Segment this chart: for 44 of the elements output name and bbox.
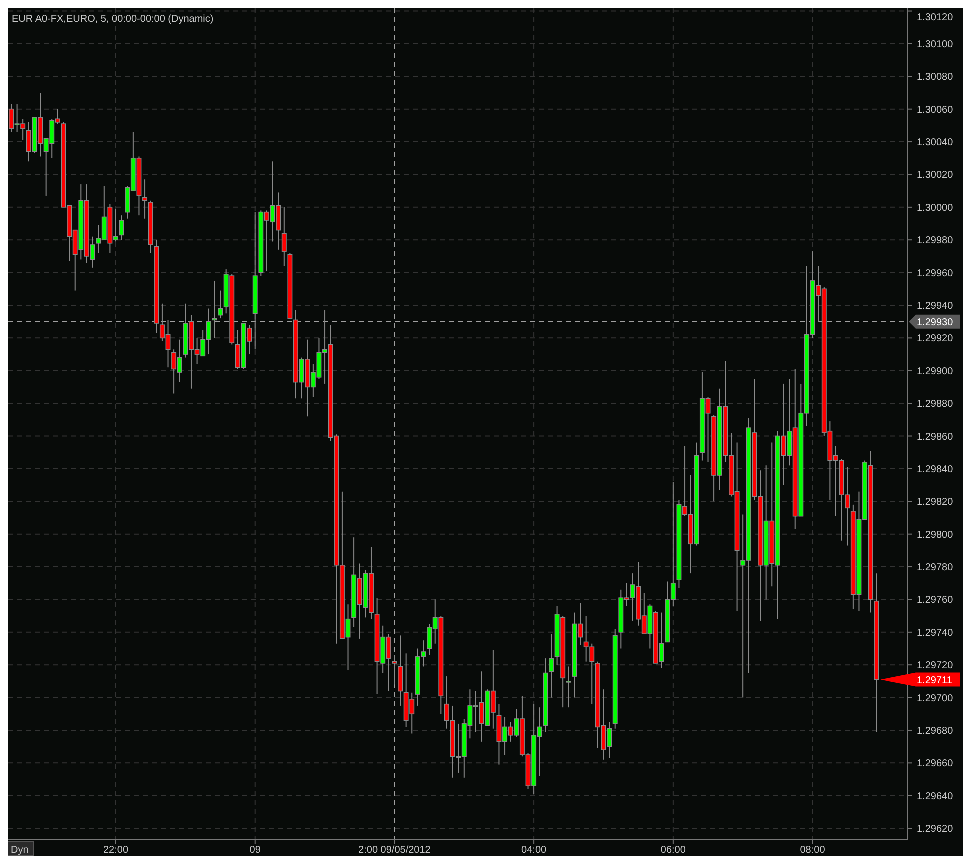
- y-tick-label: 1.29860: [917, 432, 954, 443]
- x-tick-label: 04:00: [522, 845, 548, 856]
- y-tick-label: 1.29620: [917, 824, 954, 836]
- y-tick-label: 1.29700: [917, 693, 954, 704]
- y-tick-label: 1.30040: [917, 138, 954, 149]
- y-tick-label: 1.30100: [917, 39, 954, 50]
- y-tick-label: 1.29720: [917, 660, 954, 672]
- y-tick-label: 1.29740: [917, 628, 954, 639]
- y-tick-label: 1.29660: [917, 758, 954, 770]
- x-tick-label: 08:00: [800, 845, 826, 856]
- y-tick-label: 1.30000: [917, 202, 954, 214]
- x-tick-label: 06:00: [660, 845, 686, 856]
- ref-line-label: 1.29930: [917, 317, 954, 328]
- y-tick-label: 1.29980: [917, 236, 954, 247]
- y-tick-label: 1.30080: [917, 72, 954, 84]
- annotation: 1.29711: [917, 675, 953, 686]
- y-tick-label: 1.29880: [917, 399, 954, 410]
- y-tick-label: 1.30020: [917, 170, 954, 182]
- x-tick-label: 09: [250, 845, 262, 856]
- y-tick-label: 1.30060: [917, 104, 954, 116]
- candlestick: [142, 179, 148, 220]
- y-tick-label: 1.29800: [917, 530, 954, 541]
- text: EUR A0-FX,EURO, 5, 00:00-00:00 (Dynamic): [12, 14, 214, 25]
- candlestick: [548, 634, 554, 698]
- candlestick: [282, 206, 287, 267]
- candlestick: [218, 290, 224, 320]
- y-tick-label: 1.30120: [917, 12, 954, 24]
- y-tick-label: 1.29960: [917, 268, 954, 280]
- candlestick: [212, 280, 218, 339]
- candlestick: [392, 654, 398, 686]
- y-tick-label: 1.29640: [917, 791, 954, 802]
- y-tick-label: 1.29940: [917, 300, 954, 312]
- text: Dyn: [11, 845, 29, 856]
- x-tick-label: 22:00: [103, 845, 129, 856]
- y-tick-label: 1.29780: [917, 562, 954, 574]
- candlestick: [119, 215, 124, 241]
- y-tick-label: 1.29840: [917, 464, 954, 476]
- y-tick-label: 1.29760: [917, 595, 954, 606]
- candlestick: [566, 666, 572, 708]
- y-tick-label: 1.29920: [917, 334, 954, 345]
- y-tick-label: 1.29900: [917, 366, 954, 378]
- y-tick-label: 1.29820: [917, 497, 954, 508]
- x-tick-label: 2:00 09/05/2012: [358, 845, 432, 856]
- y-tick-label: 1.29680: [917, 726, 954, 737]
